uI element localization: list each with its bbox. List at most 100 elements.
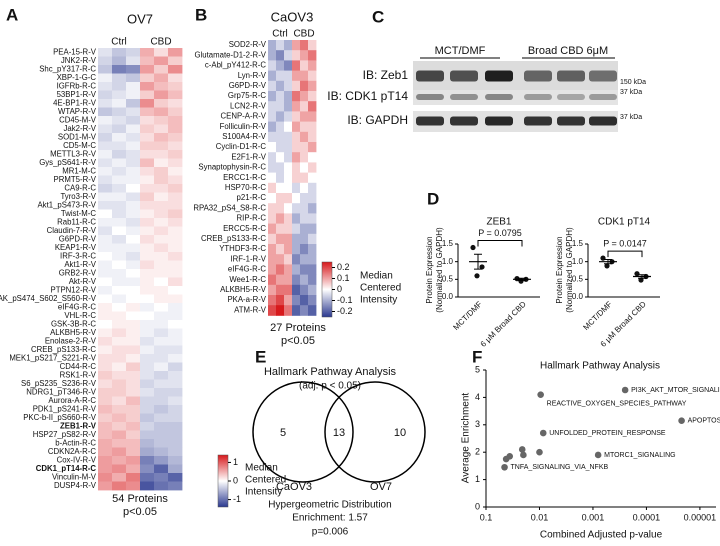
heatmap-cell bbox=[126, 133, 141, 142]
y-tick-label: 0.0 bbox=[442, 292, 454, 301]
heatmap-cell bbox=[268, 172, 277, 184]
heatmap-cell bbox=[276, 162, 285, 173]
heatmap-cell bbox=[112, 124, 127, 134]
heatmap-cell bbox=[168, 481, 183, 491]
heatmap-cell bbox=[300, 111, 309, 122]
heatmap-cell bbox=[308, 162, 317, 173]
heatmap-cell bbox=[168, 243, 183, 253]
heatmap-cell bbox=[126, 141, 141, 151]
heatmap-cell bbox=[140, 371, 155, 380]
colorbar-label: Median bbox=[245, 463, 278, 474]
heatmap-cell bbox=[154, 464, 169, 474]
heatmap-cell bbox=[154, 107, 169, 117]
heatmap-cell bbox=[308, 172, 317, 184]
heatmap-cell bbox=[300, 264, 309, 275]
row-label: Gys_pS641-R-V bbox=[39, 158, 97, 167]
x-tick-label: 0.0001 bbox=[633, 512, 661, 522]
heatmap-cell bbox=[268, 305, 277, 316]
heatmap-cell bbox=[140, 124, 155, 134]
heatmap-cell bbox=[168, 464, 183, 474]
heatmap-cell bbox=[154, 396, 169, 406]
blot-strip bbox=[413, 90, 618, 105]
heatmap-cell bbox=[276, 284, 285, 296]
heatmap-cell bbox=[154, 150, 169, 159]
heatmap-cell bbox=[292, 182, 301, 194]
heatmap-cell bbox=[154, 371, 169, 380]
y-tick-label: 5 bbox=[475, 364, 480, 374]
row-label: Jak2-R-V bbox=[64, 124, 97, 133]
column-group-label: CBD bbox=[293, 29, 314, 40]
heatmap-cell bbox=[168, 286, 183, 295]
y-axis-label: (Normalized to GAPDH) bbox=[435, 227, 444, 313]
colorbar-label: Median bbox=[360, 271, 393, 282]
heatmap-cell bbox=[268, 264, 277, 275]
heatmap-cell bbox=[168, 311, 183, 321]
heatmap-cell bbox=[126, 124, 141, 134]
heatmap-cell bbox=[98, 48, 113, 57]
group-label: MCT/DMF bbox=[435, 45, 486, 57]
heatmap-cell bbox=[140, 158, 155, 168]
heatmap-cell bbox=[284, 131, 293, 143]
data-point bbox=[634, 271, 640, 277]
heatmap-cell bbox=[154, 303, 169, 312]
row-label: c-Abl_pY412-R-C bbox=[205, 61, 266, 70]
heatmap-cell bbox=[154, 269, 169, 278]
heatmap-cell bbox=[98, 345, 113, 355]
heatmap-cell bbox=[168, 209, 183, 219]
heatmap-cell bbox=[140, 243, 155, 253]
heatmap-cell bbox=[112, 235, 127, 244]
significance-bracket bbox=[477, 240, 523, 247]
heatmap-cell bbox=[300, 182, 309, 194]
heatmap-cell bbox=[276, 233, 285, 245]
heatmap-cell bbox=[308, 254, 317, 265]
row-label: Enolase-2-R-V bbox=[45, 336, 97, 345]
heatmap-cell bbox=[112, 209, 127, 219]
heatmap-cell bbox=[154, 447, 169, 457]
heatmap-cell bbox=[154, 320, 169, 329]
heatmap-cell bbox=[268, 162, 277, 173]
heatmap-cell bbox=[112, 481, 127, 491]
row-label: CD5-M-C bbox=[63, 141, 96, 150]
heatmap-cell bbox=[112, 379, 127, 389]
row-label: CA9-R-C bbox=[64, 183, 96, 192]
heatmap-cell bbox=[276, 274, 285, 286]
heatmap-cell bbox=[154, 243, 169, 253]
heatmap-cell bbox=[168, 150, 183, 159]
heatmap-cell bbox=[112, 82, 127, 91]
heatmap-cell bbox=[126, 447, 141, 457]
row-label: PKA-a-R-V bbox=[227, 295, 266, 304]
heatmap-cell bbox=[154, 252, 169, 261]
heatmap-cell bbox=[300, 305, 309, 316]
blot-band bbox=[524, 94, 552, 100]
y-axis-label: Protein Expression bbox=[425, 236, 434, 303]
venn-footer: Hypergeometric Distribution bbox=[268, 500, 391, 511]
heatmap-cell bbox=[168, 379, 183, 389]
heatmap-cell bbox=[126, 235, 141, 244]
data-point bbox=[621, 386, 629, 394]
heatmap-cell bbox=[276, 295, 285, 306]
row-label: Shc_pY317-R-C bbox=[39, 64, 96, 73]
heatmap-cell bbox=[268, 40, 277, 51]
colorbar-tick-label: -0.2 bbox=[337, 306, 353, 316]
heatmap-cell bbox=[268, 142, 277, 153]
heatmap-cell bbox=[126, 303, 141, 312]
heatmap-cell bbox=[98, 201, 113, 210]
heatmap-cell bbox=[168, 252, 183, 261]
error-bar bbox=[518, 277, 526, 281]
heatmap-cell bbox=[292, 223, 301, 235]
heatmap-cell bbox=[292, 152, 301, 163]
heatmap-cell bbox=[268, 70, 277, 82]
heatmap-cell bbox=[98, 303, 113, 312]
heatmap-cell bbox=[168, 90, 183, 100]
row-label: Grp75-R-C bbox=[228, 91, 266, 100]
heatmap-cell bbox=[98, 124, 113, 134]
heatmap-cell bbox=[140, 456, 155, 465]
x-axis-label: Combined Adjusted p-value bbox=[540, 530, 663, 541]
column-group-label: Ctrl bbox=[111, 37, 127, 48]
heatmap-cell bbox=[140, 201, 155, 210]
heatmap-cell bbox=[112, 362, 127, 372]
heatmap-cell bbox=[300, 131, 309, 143]
heatmap-cell bbox=[98, 209, 113, 219]
heatmap-cell bbox=[300, 295, 309, 306]
heatmap-cell bbox=[268, 80, 277, 92]
